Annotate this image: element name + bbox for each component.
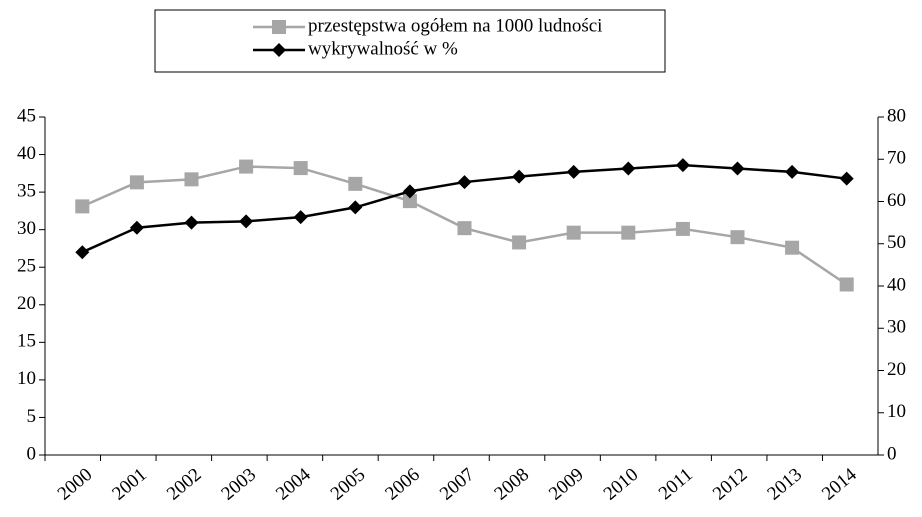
y-tick-label: 0 bbox=[27, 443, 37, 464]
x-tick-label: 2007 bbox=[436, 464, 479, 505]
point bbox=[566, 164, 581, 179]
legend-marker bbox=[272, 43, 286, 57]
y2-tick-label: 70 bbox=[887, 148, 906, 169]
point bbox=[348, 176, 363, 191]
point bbox=[239, 159, 254, 174]
x-tick-label: 2000 bbox=[54, 464, 97, 505]
point bbox=[730, 230, 745, 245]
legend-marker bbox=[272, 20, 286, 34]
point bbox=[621, 225, 636, 240]
point bbox=[785, 164, 800, 179]
y-tick-label: 35 bbox=[17, 180, 36, 201]
point bbox=[348, 200, 363, 215]
point bbox=[512, 169, 527, 184]
x-tick-label: 2002 bbox=[163, 464, 206, 505]
x-tick-label: 2005 bbox=[327, 464, 370, 505]
y-tick-label: 5 bbox=[27, 406, 37, 427]
point bbox=[675, 158, 690, 173]
x-tick-label: 2006 bbox=[381, 464, 424, 505]
point bbox=[293, 210, 308, 225]
point bbox=[184, 215, 199, 230]
x-tick-label: 2009 bbox=[545, 464, 588, 505]
point bbox=[621, 161, 636, 176]
y2-tick-label: 20 bbox=[887, 359, 906, 380]
y-tick-label: 30 bbox=[17, 218, 36, 239]
point bbox=[839, 171, 854, 186]
point bbox=[457, 175, 472, 190]
legend-label: wykrywalność w % bbox=[308, 38, 458, 59]
y2-tick-label: 10 bbox=[887, 401, 906, 422]
point bbox=[402, 194, 417, 209]
point bbox=[293, 161, 308, 176]
point bbox=[785, 240, 800, 255]
point bbox=[75, 245, 90, 260]
point bbox=[129, 220, 144, 235]
point bbox=[512, 235, 527, 250]
legend-label: przestępstwa ogółem na 1000 ludności bbox=[308, 15, 602, 36]
x-tick-label: 2014 bbox=[818, 464, 861, 505]
y2-tick-label: 60 bbox=[887, 190, 906, 211]
x-tick-label: 2004 bbox=[272, 464, 315, 505]
y2-tick-label: 30 bbox=[887, 317, 906, 338]
legend-box bbox=[154, 9, 666, 73]
y-tick-label: 25 bbox=[17, 256, 36, 277]
point bbox=[402, 184, 417, 199]
x-tick-label: 2013 bbox=[764, 464, 807, 505]
point bbox=[129, 175, 144, 190]
point bbox=[184, 172, 199, 187]
y2-tick-label: 50 bbox=[887, 232, 906, 253]
y-tick-label: 10 bbox=[17, 368, 36, 389]
y-tick-label: 45 bbox=[17, 105, 36, 126]
point bbox=[457, 221, 472, 236]
x-tick-label: 2010 bbox=[600, 464, 643, 505]
x-tick-label: 2003 bbox=[218, 464, 261, 505]
x-tick-label: 2008 bbox=[491, 464, 534, 505]
point bbox=[730, 161, 745, 176]
point bbox=[75, 199, 90, 214]
point bbox=[839, 277, 854, 292]
point bbox=[239, 214, 254, 229]
x-tick-label: 2012 bbox=[709, 464, 752, 505]
y-tick-label: 40 bbox=[17, 143, 36, 164]
x-tick-label: 2001 bbox=[108, 464, 151, 505]
y-tick-label: 20 bbox=[17, 293, 36, 314]
point bbox=[566, 225, 581, 240]
y-tick-label: 15 bbox=[17, 331, 36, 352]
y2-tick-label: 40 bbox=[887, 274, 906, 295]
y2-tick-label: 0 bbox=[887, 443, 897, 464]
point bbox=[675, 221, 690, 236]
x-tick-label: 2011 bbox=[655, 464, 697, 504]
y2-tick-label: 80 bbox=[887, 105, 906, 126]
